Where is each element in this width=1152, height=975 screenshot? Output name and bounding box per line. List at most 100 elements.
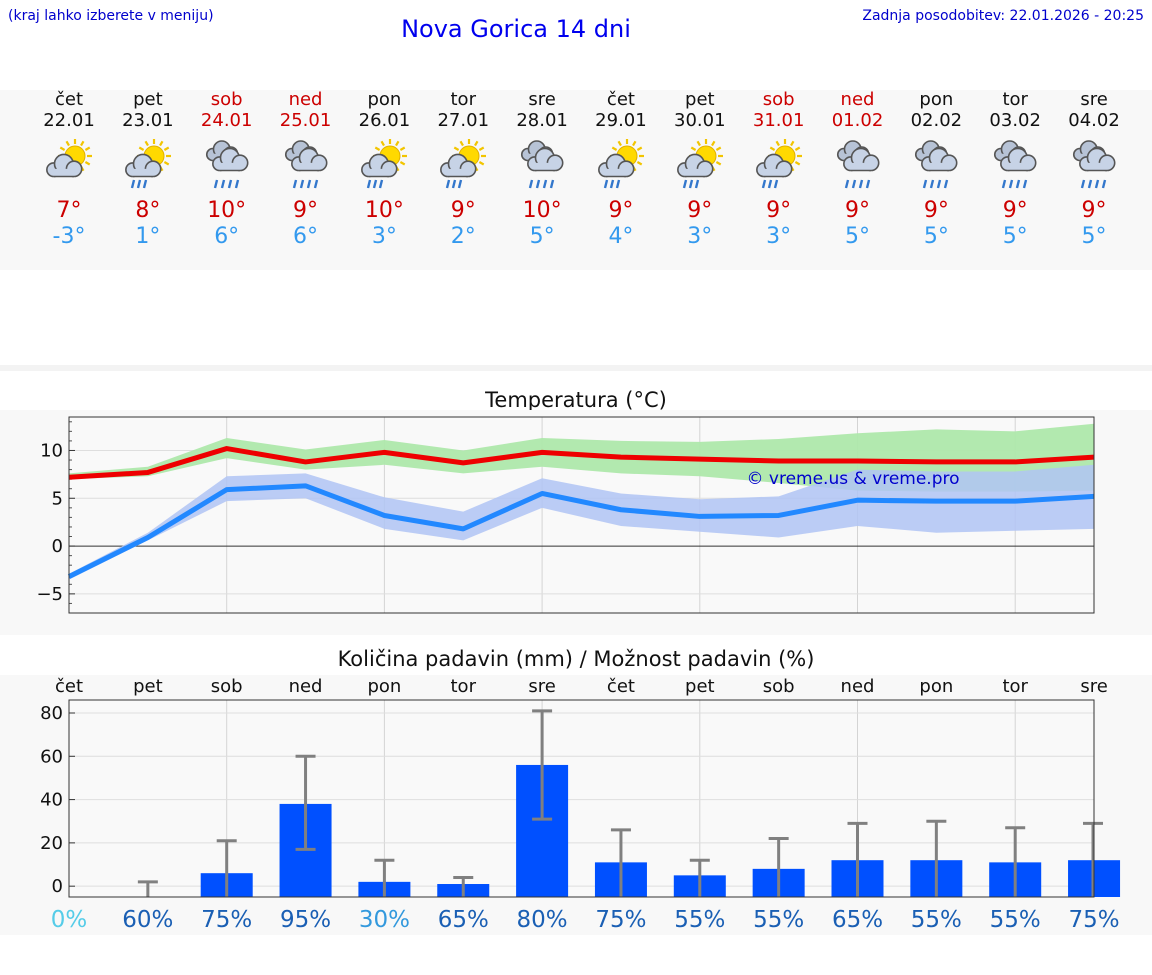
sun-cloud-rain-icon xyxy=(440,139,487,189)
min-temperature: 6° xyxy=(293,224,319,249)
min-temperature: 5° xyxy=(845,224,870,249)
day-name: čet xyxy=(606,89,635,110)
category-label: tor xyxy=(451,676,477,697)
min-temperature: 3° xyxy=(766,224,792,249)
day-date: 22.01 xyxy=(43,110,95,131)
day-name: ned xyxy=(288,89,323,110)
day-name: sob xyxy=(210,89,243,110)
day-column: sre 28.01 10° 5° xyxy=(502,90,582,250)
category-label: pet xyxy=(685,676,715,697)
y-tick-label: 5 xyxy=(52,488,63,509)
day-column: tor 03.02 9° 5° xyxy=(975,90,1055,250)
precipitation-chart-title: Količina padavin (mm) / Možnost padavin … xyxy=(337,647,815,671)
cloud-rain-icon xyxy=(915,140,958,189)
watermark: © vreme.us & vreme.pro xyxy=(746,469,959,489)
sun-cloud-rain-icon xyxy=(124,139,171,189)
day-name: pon xyxy=(367,89,402,110)
day-column: čet 22.01 7° -3° xyxy=(29,90,109,250)
day-date: 01.02 xyxy=(831,110,884,131)
min-temperature: 5° xyxy=(923,224,949,249)
precipitation-probability: 0% xyxy=(51,907,88,933)
forecast-band xyxy=(0,90,1152,270)
max-temperature: 9° xyxy=(450,198,476,223)
y-tick-label: −5 xyxy=(36,584,63,605)
y-tick-label: 80 xyxy=(40,703,63,724)
max-temperature: 9° xyxy=(293,198,319,223)
category-label: čet xyxy=(607,676,635,697)
temperature-chart-title: Temperatura (°C) xyxy=(485,388,667,412)
precipitation-probability: 75% xyxy=(1068,907,1119,933)
day-column: pet 30.01 9° 3° xyxy=(660,90,740,250)
plot-frame xyxy=(68,416,1095,614)
day-name: sob xyxy=(762,89,795,110)
sun-cloud-rain-icon xyxy=(361,139,408,189)
max-temperature: 9° xyxy=(1081,198,1107,223)
day-date: 04.02 xyxy=(1068,110,1120,131)
max-temperature: 8° xyxy=(135,198,161,223)
day-name: pon xyxy=(919,89,954,110)
cloud-rain-icon xyxy=(284,140,328,189)
plot-frame xyxy=(68,699,1095,898)
day-date: 31.01 xyxy=(752,110,805,131)
y-tick-label: 0 xyxy=(52,536,63,557)
category-label: čet xyxy=(55,676,83,697)
day-date: 30.01 xyxy=(674,110,726,131)
min-temperature: 1° xyxy=(135,224,161,249)
day-date: 24.01 xyxy=(200,110,253,131)
day-name: pet xyxy=(685,89,715,110)
day-date: 28.01 xyxy=(516,110,568,131)
day-column: sob 24.01 10° 6° xyxy=(187,90,267,250)
category-label: sob xyxy=(211,676,243,697)
precipitation-probability: 55% xyxy=(753,907,804,933)
last-updated: Zadnja posodobitev: 22.01.2026 - 20:25 xyxy=(862,8,1144,24)
precipitation-probability: 55% xyxy=(674,907,725,933)
y-tick-label: 0 xyxy=(52,876,63,897)
day-name: sre xyxy=(1080,89,1108,110)
max-temperature: 9° xyxy=(923,198,949,223)
category-label: pon xyxy=(367,676,401,697)
precipitation-probability: 60% xyxy=(122,907,173,933)
cloud-rain-icon xyxy=(205,140,249,189)
min-temperature: 3° xyxy=(371,224,397,249)
day-name: tor xyxy=(1002,89,1028,110)
day-column: sob 31.01 9° 3° xyxy=(739,90,819,250)
min-temperature: 5° xyxy=(1081,224,1107,249)
max-temperature: 9° xyxy=(766,198,792,223)
category-label: sob xyxy=(763,676,795,697)
day-date: 03.02 xyxy=(989,110,1041,131)
precipitation-probability: 75% xyxy=(201,907,252,933)
y-tick-label: 20 xyxy=(40,833,63,854)
max-temperature: 10° xyxy=(207,198,247,223)
day-column: pon 02.02 9° 5° xyxy=(896,90,976,250)
day-date: 23.01 xyxy=(122,110,174,131)
sun-cloud-rain-icon xyxy=(597,139,644,189)
precipitation-probability: 65% xyxy=(438,907,489,933)
precipitation-probability: 65% xyxy=(832,907,883,933)
min-temperature: 5° xyxy=(1002,224,1028,249)
day-date: 27.01 xyxy=(437,110,490,131)
precipitation-probability: 95% xyxy=(280,907,331,933)
day-column: pet 23.01 8° 1° xyxy=(108,90,188,250)
day-name: pet xyxy=(133,89,163,110)
day-date: 29.01 xyxy=(595,110,647,131)
day-column: sre 04.02 9° 5° xyxy=(1054,90,1134,250)
max-temperature: 10° xyxy=(364,198,404,223)
category-label: tor xyxy=(1002,676,1028,697)
max-temperature: 10° xyxy=(522,198,562,223)
y-tick-label: 10 xyxy=(40,440,63,461)
category-label: sre xyxy=(1080,676,1107,697)
min-temperature: 6° xyxy=(214,224,240,249)
y-tick-label: 60 xyxy=(40,746,63,767)
precipitation-probability: 80% xyxy=(517,907,568,933)
category-label: pon xyxy=(919,676,953,697)
precipitation-probability: 55% xyxy=(911,907,962,933)
day-date: 25.01 xyxy=(279,110,332,131)
category-label: sre xyxy=(528,676,555,697)
day-column: ned 25.01 9° 6° xyxy=(266,90,346,250)
precipitation-probability: 30% xyxy=(359,907,410,933)
precipitation-probability: 75% xyxy=(595,907,646,933)
day-name: sre xyxy=(528,89,556,110)
temperature-chart: −5 0 5 10 © vreme.us & vreme.pro xyxy=(36,416,1095,614)
max-temperature: 9° xyxy=(608,198,634,223)
cloud-rain-icon xyxy=(1072,140,1116,189)
